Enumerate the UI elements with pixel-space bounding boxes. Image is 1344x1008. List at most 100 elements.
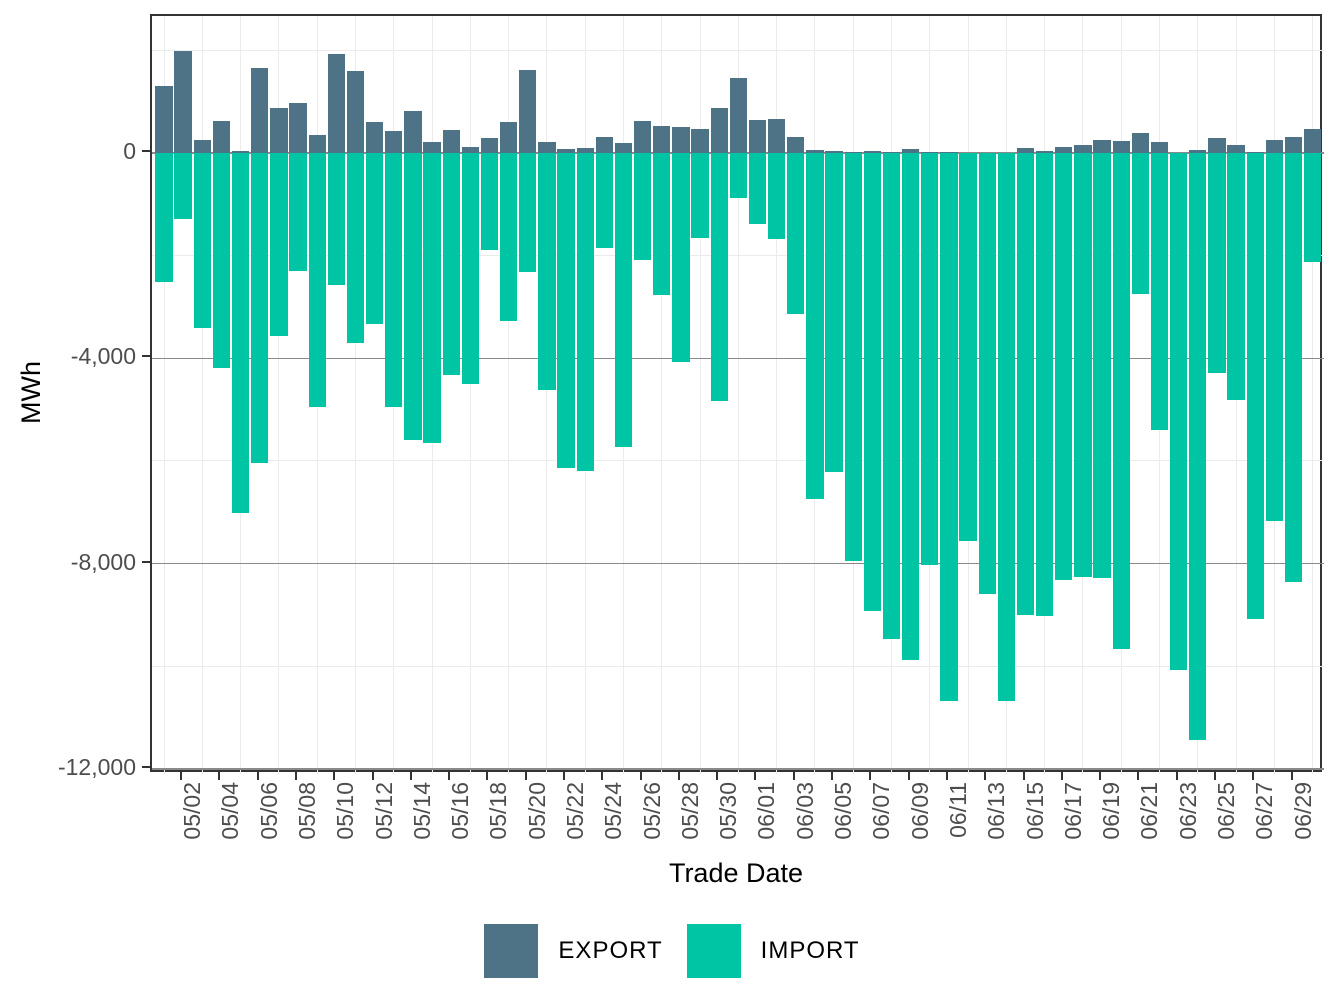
export-bar <box>595 136 613 153</box>
vertical-gridline-minor <box>469 16 471 774</box>
export-bar <box>1112 141 1130 154</box>
export-bar <box>691 129 709 154</box>
vertical-gridline-minor <box>508 16 510 774</box>
vertical-gridline-minor <box>163 16 165 774</box>
import-bar <box>1016 153 1035 616</box>
export-bar <box>710 107 728 154</box>
x-tick-label: 06/03 <box>791 782 818 840</box>
y-tick <box>142 765 150 768</box>
x-tick <box>295 772 297 780</box>
x-tick-label: 05/10 <box>332 782 359 840</box>
export-bar <box>442 129 460 154</box>
export-bar <box>404 111 422 154</box>
import-bar <box>1265 153 1284 521</box>
import-bar <box>672 153 690 363</box>
import-bar <box>1074 153 1092 577</box>
export-bar <box>174 51 192 154</box>
export-bar <box>212 120 231 153</box>
export-bar <box>1284 137 1303 153</box>
export-bar <box>882 151 901 153</box>
export-bar <box>748 120 767 154</box>
x-tick-label: 05/14 <box>408 782 435 840</box>
horizontal-gridline-major <box>152 357 1324 360</box>
import-bar <box>633 153 652 261</box>
x-tick-label: 05/20 <box>523 782 550 840</box>
x-tick-label: 06/15 <box>1021 782 1048 840</box>
import-bar <box>653 153 671 295</box>
horizontal-gridline-minor <box>152 49 1324 51</box>
export-bar <box>825 150 843 154</box>
export-bar <box>461 146 479 154</box>
export-bar <box>863 150 881 154</box>
x-tick <box>984 772 987 780</box>
export-bar <box>499 121 518 154</box>
export-bar <box>538 141 556 154</box>
export-bar <box>1304 129 1322 154</box>
x-tick <box>639 772 642 780</box>
import-bar <box>538 153 556 391</box>
import-bar <box>519 153 537 273</box>
x-tick <box>1213 772 1216 780</box>
x-tick-label: 06/25 <box>1212 782 1239 840</box>
export-bar <box>557 149 575 154</box>
x-tick-label: 06/07 <box>868 782 895 840</box>
export-bar <box>653 125 671 153</box>
x-tick-label: 05/02 <box>179 782 206 840</box>
import-bar <box>1131 153 1150 294</box>
import-bar <box>921 153 939 566</box>
x-tick <box>486 772 489 780</box>
x-tick-label: 05/06 <box>255 782 282 840</box>
export-bar <box>365 121 384 154</box>
x-tick-label: 06/23 <box>1174 782 1201 840</box>
export-bar <box>1227 145 1245 153</box>
export-bar <box>385 130 403 154</box>
import-bar <box>1304 153 1322 262</box>
y-tick <box>142 560 150 563</box>
x-tick <box>256 772 259 780</box>
import-bar <box>155 153 173 283</box>
horizontal-gridline-major <box>152 562 1324 565</box>
legend-label-import: IMPORT <box>760 937 860 964</box>
legend-item-export: EXPORT <box>484 924 662 978</box>
import-bar <box>251 153 269 463</box>
export-bar <box>902 149 920 153</box>
import-bar <box>940 153 958 701</box>
x-tick <box>448 772 451 780</box>
legend-label-export: EXPORT <box>558 937 663 964</box>
x-tick <box>1175 772 1178 780</box>
x-tick-label: 06/27 <box>1251 782 1278 840</box>
x-tick <box>601 772 604 780</box>
import-bar <box>595 153 613 249</box>
y-tick <box>142 150 150 153</box>
import-bar <box>1189 153 1207 740</box>
x-tick <box>1099 772 1102 780</box>
import-bar <box>902 153 920 660</box>
x-tick-label: 06/17 <box>1059 782 1086 840</box>
x-tick-label: 06/05 <box>830 782 857 840</box>
x-axis-title: Trade Date <box>668 858 804 888</box>
x-tick <box>1252 772 1255 780</box>
import-bar <box>231 153 250 514</box>
horizontal-gridline-major <box>152 768 1324 770</box>
export-bar <box>672 127 690 154</box>
legend-key-import <box>686 924 741 978</box>
import-bar <box>499 153 518 322</box>
import-bar <box>1055 153 1073 580</box>
x-tick <box>907 772 910 780</box>
export-bar <box>921 151 939 153</box>
export-bar <box>806 150 824 154</box>
x-tick-label: 05/30 <box>715 782 742 840</box>
import-bar <box>729 153 747 198</box>
x-tick-label: 06/19 <box>1098 782 1125 840</box>
export-bar <box>308 134 326 153</box>
import-bar <box>308 153 326 408</box>
import-bar <box>1170 153 1188 671</box>
horizontal-gridline-minor <box>152 460 1324 462</box>
export-bar <box>480 138 499 154</box>
vertical-gridline-minor <box>737 16 739 774</box>
x-tick <box>945 772 948 780</box>
x-tick <box>180 772 183 780</box>
export-bar <box>1093 140 1111 154</box>
import-bar <box>748 153 767 224</box>
